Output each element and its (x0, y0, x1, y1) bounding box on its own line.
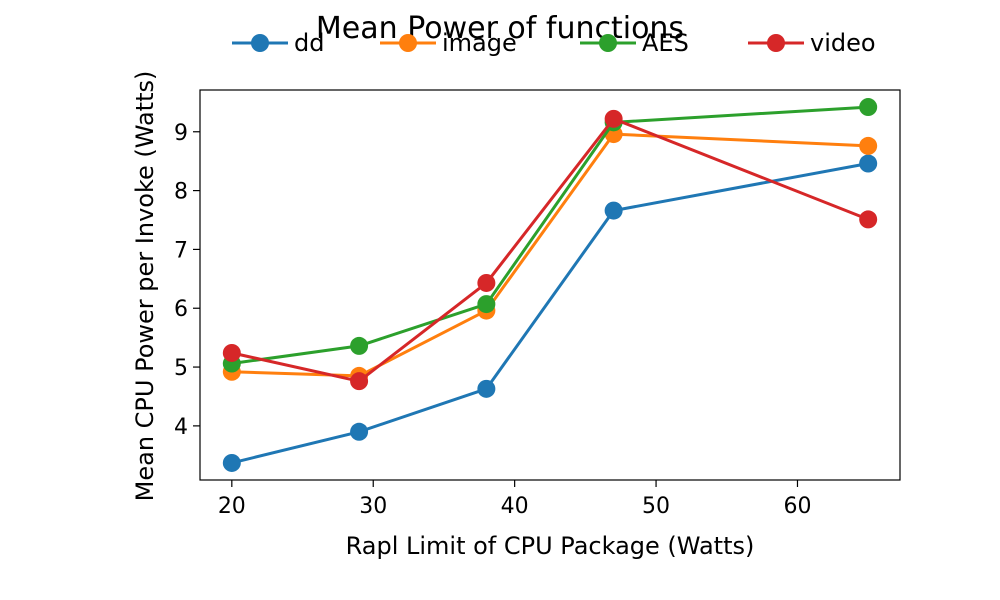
legend-label: video (810, 29, 876, 57)
legend-item-AES: AES (580, 29, 689, 57)
data-point-video (222, 343, 241, 362)
chart-title: Mean Power of functions (316, 11, 684, 46)
axis-ticks: 20 30 40 50 60 4 5 6 7 8 9 (174, 121, 811, 519)
y-tick-label: 4 (174, 415, 188, 440)
x-tick-label: 50 (642, 494, 670, 519)
data-point-image (859, 136, 878, 155)
legend-item-video: video (748, 29, 876, 57)
y-tick-label: 5 (174, 356, 188, 381)
y-tick-label: 9 (174, 121, 188, 146)
data-point-dd (604, 201, 623, 220)
legend-label: AES (642, 29, 689, 57)
data-point-AES (477, 295, 496, 314)
plot-frame (199, 89, 901, 481)
data-point-dd (222, 453, 241, 472)
data-point-dd (477, 379, 496, 398)
data-point-AES (350, 336, 369, 355)
data-point-AES (859, 98, 878, 117)
plot-area (199, 89, 901, 481)
x-tick-label: 20 (218, 494, 246, 519)
legend-label: image (442, 29, 517, 57)
series-video (222, 109, 878, 391)
x-tick-label: 60 (783, 494, 811, 519)
legend: dd image AES video (232, 29, 876, 57)
legend-marker (399, 34, 417, 52)
x-axis-label: Rapl Limit of CPU Package (Watts) (346, 532, 755, 560)
legend-label: dd (294, 29, 324, 57)
series-dd (222, 154, 878, 472)
data-point-video (477, 273, 496, 292)
data-point-video (604, 109, 623, 128)
legend-marker (251, 34, 269, 52)
y-tick-label: 6 (174, 297, 188, 322)
data-point-video (350, 372, 369, 391)
y-axis-label: Mean CPU Power per Invoke (Watts) (131, 71, 159, 502)
series-layer (222, 98, 878, 472)
data-point-video (859, 210, 878, 229)
legend-item-image: image (380, 29, 517, 57)
legend-item-dd: dd (232, 29, 324, 57)
legend-marker (767, 34, 785, 52)
data-point-dd (350, 422, 369, 441)
data-point-dd (859, 154, 878, 173)
x-tick-label: 30 (359, 494, 387, 519)
x-tick-label: 40 (501, 494, 529, 519)
legend-marker (599, 34, 617, 52)
y-tick-label: 7 (174, 238, 188, 263)
y-tick-label: 8 (174, 180, 188, 205)
